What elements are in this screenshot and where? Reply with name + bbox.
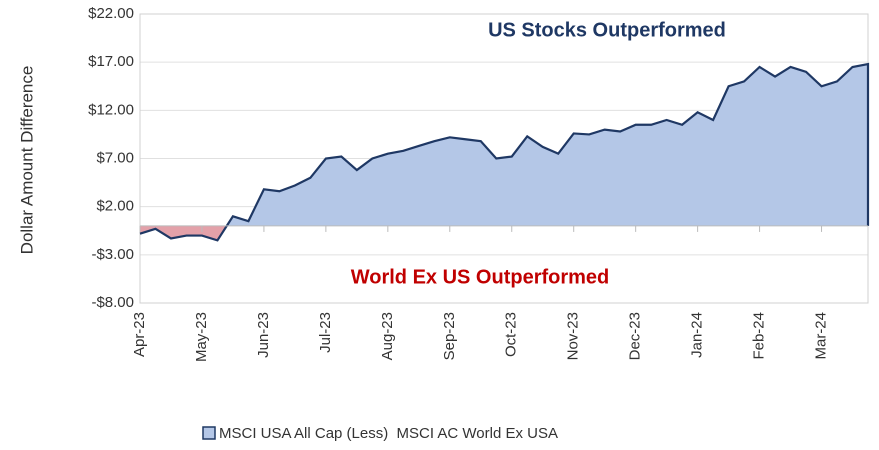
y-tick-label: $2.00 [96,198,134,215]
x-tick-label: Sep-23 [441,312,458,360]
x-tick-label: Aug-23 [379,312,396,360]
legend-swatch [202,426,216,440]
y-tick-label: $17.00 [88,53,134,70]
x-tick-label: May-23 [193,312,210,362]
x-tick-label: Jun-23 [255,312,272,358]
x-tick-label: Jul-23 [317,312,334,353]
x-tick-label: Dec-23 [627,312,644,360]
area-negative [140,225,227,241]
annotation: World Ex US Outperformed [351,266,610,288]
x-tick-label: Feb-24 [751,312,768,360]
y-tick-label: $22.00 [88,5,134,22]
x-tick-label: Apr-23 [131,312,148,357]
y-axis-label: Dollar Amount Difference [17,66,36,255]
y-tick-label: $12.00 [88,101,134,118]
area-positive [140,64,868,226]
y-tick-label: -$3.00 [91,246,134,263]
line [139,62,870,242]
x-tick-label: Oct-23 [503,312,520,357]
y-tick-label: -$8.00 [91,294,134,311]
x-tick-label: Mar-24 [813,312,830,360]
x-tick-label: Nov-23 [565,312,582,360]
y-tick-label: $7.00 [96,149,134,166]
x-tick-label: Jan-24 [689,312,706,358]
annotation: US Stocks Outperformed [488,19,726,41]
legend-label: MSCI USA All Cap (Less) MSCI AC World Ex… [219,425,558,442]
